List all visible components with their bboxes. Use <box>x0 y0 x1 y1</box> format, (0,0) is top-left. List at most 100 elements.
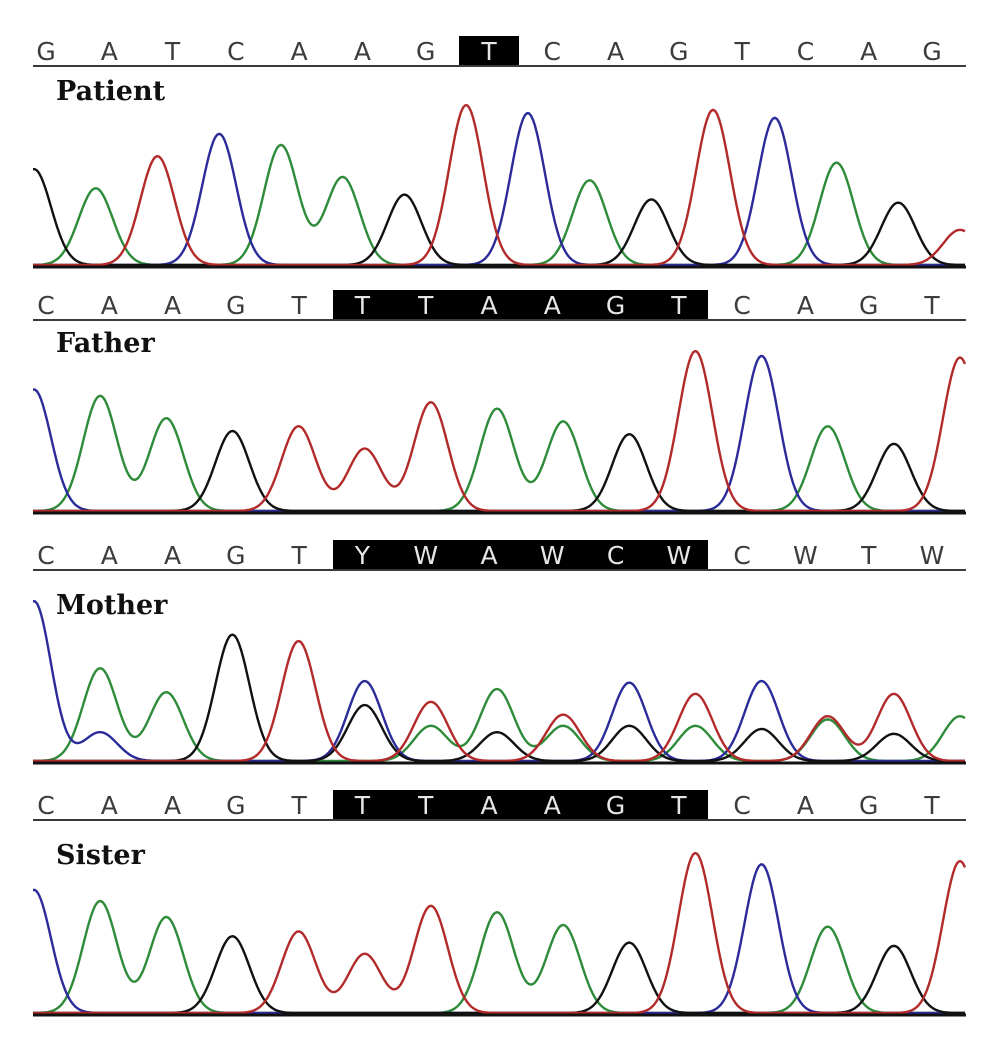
green-trace <box>32 899 965 1015</box>
sequence-highlight <box>459 36 519 66</box>
red-trace <box>33 851 967 1015</box>
sample-label: Patient <box>56 76 166 107</box>
base-call-G: G <box>859 791 879 820</box>
sample-label: Father <box>56 328 155 359</box>
base-call-C: C <box>37 541 55 570</box>
base-call-C: C <box>733 791 751 820</box>
base-call-G: G <box>226 791 246 820</box>
base-call-A: A <box>543 791 561 820</box>
sequence-highlight <box>332 290 709 320</box>
base-call-W: W <box>919 541 945 570</box>
base-call-Y: Y <box>354 541 371 570</box>
base-call-T: T <box>418 791 434 820</box>
base-call-A: A <box>480 541 498 570</box>
sequence-rule <box>33 65 966 67</box>
base-call-W: W <box>793 541 818 570</box>
blue-trace <box>33 112 965 267</box>
base-call-A: A <box>100 541 118 570</box>
base-call-G: G <box>36 37 56 66</box>
base-call-A: A <box>100 291 118 320</box>
base-call-T: T <box>291 291 307 320</box>
base-call-C: C <box>543 37 562 66</box>
red-trace <box>33 349 967 513</box>
base-call-G: G <box>226 541 246 570</box>
base-call-A: A <box>353 37 371 66</box>
base-call-C: C <box>227 37 245 66</box>
sequence-highlight <box>332 790 709 820</box>
black-trace <box>33 633 965 763</box>
green-trace <box>33 143 965 267</box>
base-call-G: G <box>226 291 246 320</box>
base-call-A: A <box>164 791 182 820</box>
base-call-C: C <box>733 541 751 570</box>
sample-label: Mother <box>56 590 168 621</box>
base-call-C: C <box>733 291 751 320</box>
black-trace <box>33 935 965 1015</box>
base-call-C: C <box>37 791 55 820</box>
base-call-W: W <box>413 541 439 570</box>
green-trace <box>32 667 966 763</box>
base-call-A: A <box>796 291 814 320</box>
base-call-A: A <box>480 291 498 320</box>
base-call-C: C <box>606 541 625 570</box>
base-call-C: C <box>796 37 815 66</box>
blue-trace <box>33 863 965 1015</box>
base-call-T: T <box>671 791 687 820</box>
sequence-highlight <box>332 540 709 570</box>
panel-father: C A A G T T T A A G T C A G T Father <box>0 290 1000 526</box>
base-call-T: T <box>861 541 877 570</box>
base-call-G: G <box>605 791 626 820</box>
base-call-T: T <box>671 291 687 320</box>
base-call-W: W <box>666 541 692 570</box>
base-call-G: G <box>416 37 436 66</box>
chromatogram-trace <box>33 104 966 269</box>
chromatogram-trace <box>32 349 967 515</box>
base-call-A: A <box>796 791 814 820</box>
base-call-T: T <box>924 291 940 320</box>
sequence-rule <box>33 819 966 821</box>
base-call-G: G <box>922 37 942 66</box>
base-call-A: A <box>480 791 498 820</box>
blue-trace <box>33 354 965 513</box>
sample-label: Sister <box>56 840 145 871</box>
base-call-T: T <box>164 37 181 66</box>
base-call-A: A <box>860 37 878 66</box>
base-call-G: G <box>669 37 689 66</box>
base-call-T: T <box>481 37 497 66</box>
base-call-T: T <box>418 291 434 320</box>
base-call-A: A <box>607 37 625 66</box>
base-call-A: A <box>164 541 182 570</box>
base-call-G: G <box>605 291 626 320</box>
panel-mother: C A A G T Y W A W C W C W T W Mother <box>0 540 1000 776</box>
base-call-A: A <box>290 37 308 66</box>
sequence-rule <box>33 569 966 571</box>
red-trace <box>33 104 966 267</box>
chromatogram-trace <box>32 851 967 1017</box>
base-call-G: G <box>859 291 879 320</box>
black-trace <box>33 429 965 513</box>
panel-sister: C A A G T T T A A G T C A G T Sister <box>0 790 1000 1026</box>
base-call-C: C <box>37 291 55 320</box>
base-call-W: W <box>539 541 565 570</box>
base-call-A: A <box>543 291 561 320</box>
base-call-A: A <box>100 37 118 66</box>
base-call-T: T <box>924 791 940 820</box>
base-call-T: T <box>291 791 307 820</box>
base-call-T: T <box>734 37 750 66</box>
base-call-A: A <box>100 791 118 820</box>
green-trace <box>32 394 965 513</box>
red-trace <box>33 639 965 763</box>
base-call-T: T <box>291 541 307 570</box>
sequence-rule <box>33 319 966 321</box>
base-call-T: T <box>354 791 371 820</box>
base-call-A: A <box>164 291 182 320</box>
chromatogram-trace <box>32 600 966 765</box>
base-call-T: T <box>354 291 371 320</box>
panel-patient: G A T C A A G T C A G T C A G Patient <box>0 36 1000 272</box>
blue-trace <box>33 600 965 763</box>
